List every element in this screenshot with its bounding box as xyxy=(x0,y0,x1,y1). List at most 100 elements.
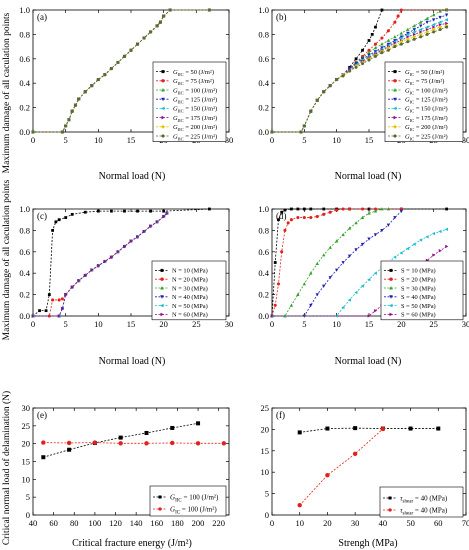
data-point xyxy=(393,106,397,111)
data-point xyxy=(399,39,404,44)
legend-box xyxy=(151,260,227,321)
data-point xyxy=(57,298,61,302)
x-tick-label: 15 xyxy=(127,135,136,145)
data-point xyxy=(438,22,442,27)
data-point xyxy=(322,207,326,211)
data-point xyxy=(425,32,429,36)
x-tick-label: 60 xyxy=(434,518,443,528)
data-point xyxy=(155,220,159,224)
data-point xyxy=(341,261,345,265)
data-point xyxy=(347,67,352,71)
data-point xyxy=(118,435,123,440)
data-point xyxy=(158,507,162,511)
x-tick-label: 15 xyxy=(365,135,374,145)
data-point xyxy=(432,253,436,257)
series-line xyxy=(299,427,439,433)
x-tick-label: 10 xyxy=(332,319,341,329)
data-series xyxy=(297,426,386,508)
x-axis-title: Critical fracture energy (J/m²) xyxy=(72,538,192,549)
x-tick-label: 5 xyxy=(302,319,306,329)
data-point xyxy=(367,50,371,55)
y-tick-label: 1.0 xyxy=(19,5,30,15)
data-point xyxy=(419,24,423,28)
x-tick-label: 5 xyxy=(64,135,68,145)
data-point xyxy=(61,306,65,311)
y-tick-label: 0.4 xyxy=(258,268,269,278)
data-point xyxy=(405,37,410,42)
data-point xyxy=(148,30,153,34)
data-point xyxy=(431,231,436,236)
data-point xyxy=(367,48,371,52)
y-tick-label: 0 xyxy=(265,510,269,520)
data-point xyxy=(425,30,430,34)
data-point xyxy=(196,421,201,426)
data-point xyxy=(122,54,127,58)
data-point xyxy=(161,115,165,120)
data-point xyxy=(161,14,166,18)
data-point xyxy=(302,124,307,128)
data-point xyxy=(393,115,397,120)
y-tick-label: 1.0 xyxy=(258,204,269,214)
x-tick-label: 100 xyxy=(89,518,102,528)
x-tick-label: 0 xyxy=(31,319,35,329)
data-point xyxy=(309,109,313,113)
x-tick-label: 70 xyxy=(462,518,469,528)
y-tick-label: 0.2 xyxy=(258,103,269,113)
x-tick-label: 120 xyxy=(109,518,122,528)
data-point xyxy=(360,207,365,211)
data-point xyxy=(296,292,300,296)
data-point xyxy=(360,62,365,66)
data-point xyxy=(444,8,449,12)
data-point xyxy=(31,130,35,134)
data-point xyxy=(393,35,397,39)
data-point xyxy=(289,303,294,307)
data-point xyxy=(168,8,172,12)
x-tick-label: 15 xyxy=(127,319,136,329)
data-point xyxy=(393,70,397,74)
x-tick-label: 30 xyxy=(225,319,234,329)
data-point xyxy=(393,45,397,49)
x-axis-title: Strengh (MPa) xyxy=(338,538,397,549)
data-point xyxy=(438,25,442,29)
data-point xyxy=(309,207,313,211)
data-point xyxy=(160,268,164,272)
data-point xyxy=(142,36,146,40)
data-point xyxy=(47,293,51,296)
panel-label: (e) xyxy=(37,410,47,420)
data-point xyxy=(77,279,81,283)
x-tick-label: 30 xyxy=(225,135,234,145)
data-point xyxy=(57,314,61,318)
data-point xyxy=(96,209,100,213)
data-point xyxy=(296,216,300,220)
data-point xyxy=(161,88,165,92)
y-tick-label: 0.0 xyxy=(19,311,30,321)
data-point xyxy=(445,207,448,211)
data-point xyxy=(322,90,326,94)
legend-label: GIIC = 50 (J/m²) xyxy=(173,69,214,77)
legend-label: GIIC = 175 (J/m²) xyxy=(173,115,217,123)
data-series xyxy=(270,25,449,134)
data-point xyxy=(289,218,293,222)
data-point xyxy=(158,20,163,24)
legend-box xyxy=(384,61,464,142)
data-point xyxy=(367,211,371,215)
data-point xyxy=(360,215,365,219)
data-point xyxy=(386,42,391,46)
legend: N = 10 (MPa) N = 20 (MPa)N = 30 (MPa) N = … xyxy=(151,260,227,321)
data-point xyxy=(302,282,307,286)
data-point xyxy=(418,27,423,32)
data-point xyxy=(160,277,164,281)
data-point xyxy=(373,50,378,54)
data-point xyxy=(116,250,120,254)
x-tick-label: 5 xyxy=(302,135,306,145)
data-point xyxy=(286,221,290,225)
y-tick-label: 0.6 xyxy=(258,54,269,64)
data-point xyxy=(393,20,397,24)
data-point xyxy=(354,221,358,225)
data-point xyxy=(297,430,302,435)
x-tick-label: 10 xyxy=(94,319,103,329)
data-point xyxy=(302,216,306,220)
legend-label: GIC = 100 (J/m²) xyxy=(405,87,448,95)
chart-panel: 0 5 10 15 20 25 30 0.0 0.2 0.4 0.6 0.8 1.0 (c) Normal … xyxy=(19,204,233,367)
